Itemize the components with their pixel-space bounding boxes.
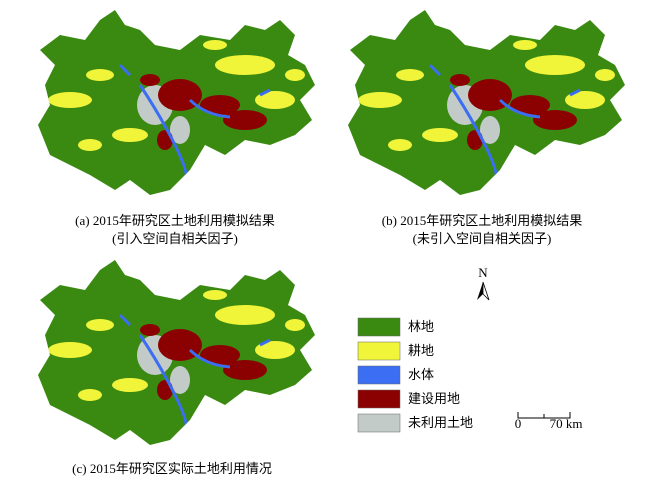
legend-swatch xyxy=(357,389,401,409)
scale-label: 0 xyxy=(515,416,522,431)
legend-swatch xyxy=(357,413,401,433)
north-arrow: N xyxy=(477,265,490,301)
legend-swatch xyxy=(357,365,401,385)
caption: (b) 2015年研究区土地利用模拟结果 xyxy=(382,213,582,228)
caption: (未引入空间自相关因子) xyxy=(413,231,552,246)
north-label: N xyxy=(478,265,488,280)
caption: (引入空间自相关因子) xyxy=(112,231,238,246)
map-b xyxy=(340,5,630,200)
legend-label: 林地 xyxy=(408,319,434,334)
legend-swatch xyxy=(357,317,401,337)
caption: (c) 2015年研究区实际土地利用情况 xyxy=(72,461,272,476)
legend-label: 未利用土地 xyxy=(408,415,473,430)
map-c xyxy=(30,255,320,450)
map-a xyxy=(30,5,320,200)
legend-swatch xyxy=(357,341,401,361)
scale-bar: 0 70 km xyxy=(515,412,583,431)
legend-label: 建设用地 xyxy=(408,391,460,406)
legend-label: 水体 xyxy=(408,367,434,382)
legend-label: 耕地 xyxy=(408,343,434,358)
caption: (a) 2015年研究区土地利用模拟结果 xyxy=(75,213,275,228)
scale-label: 70 km xyxy=(550,416,583,431)
